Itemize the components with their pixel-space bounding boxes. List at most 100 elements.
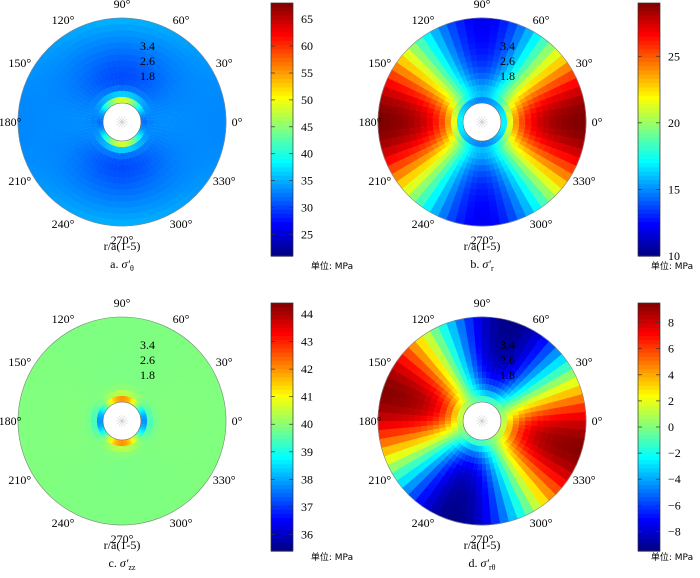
heatmap-cell bbox=[455, 392, 462, 400]
heatmap-cell bbox=[389, 113, 397, 123]
heatmap-cell bbox=[204, 435, 213, 445]
heatmap-cell bbox=[453, 377, 461, 386]
heatmap-cell bbox=[414, 36, 426, 48]
subplot-label: b. bbox=[470, 257, 482, 271]
heatmap-cell bbox=[537, 481, 548, 492]
heatmap-cell bbox=[471, 98, 476, 105]
heatmap-cell bbox=[478, 377, 482, 384]
heatmap-cell bbox=[204, 136, 213, 146]
heatmap-cell bbox=[96, 422, 104, 426]
heatmap-cell bbox=[206, 368, 217, 380]
heatmap-cell bbox=[93, 177, 102, 186]
heatmap-cell bbox=[518, 52, 528, 62]
colorbar-segment bbox=[271, 40, 293, 46]
heatmap-cell bbox=[78, 93, 87, 101]
heatmap-cell bbox=[570, 376, 581, 388]
heatmap-cell bbox=[177, 36, 190, 47]
heatmap-cell bbox=[490, 212, 500, 220]
heatmap-cell bbox=[69, 192, 80, 203]
heatmap-cell bbox=[79, 430, 88, 437]
heatmap-cell bbox=[134, 94, 141, 102]
heatmap-cell bbox=[48, 490, 60, 502]
heatmap-cell bbox=[78, 421, 85, 425]
heatmap-cell bbox=[95, 172, 104, 181]
colorbar-tick-label: 44 bbox=[301, 307, 313, 321]
heatmap-cell bbox=[54, 496, 67, 507]
heatmap-cell bbox=[93, 95, 100, 103]
heatmap-cell bbox=[460, 154, 467, 162]
heatmap-cell bbox=[537, 121, 544, 128]
heatmap-cell bbox=[459, 406, 467, 412]
heatmap-cell bbox=[402, 463, 412, 475]
heatmap-cell bbox=[540, 46, 552, 58]
heatmap-cell bbox=[506, 81, 514, 89]
heatmap-cell bbox=[73, 104, 82, 111]
heatmap-cell bbox=[455, 443, 463, 450]
heatmap-cell bbox=[456, 76, 464, 85]
heatmap-cell bbox=[155, 489, 166, 500]
heatmap-cell bbox=[479, 445, 483, 453]
heatmap-cell bbox=[170, 500, 183, 512]
heatmap-cell bbox=[555, 114, 563, 122]
colorbar-segment bbox=[638, 3, 660, 8]
heatmap-cell bbox=[125, 377, 130, 385]
heatmap-cell bbox=[49, 401, 57, 410]
heatmap-cell bbox=[79, 131, 88, 138]
heatmap-cell bbox=[460, 43, 470, 51]
heatmap-cell bbox=[124, 389, 128, 397]
heatmap-cell bbox=[461, 96, 468, 103]
heatmap-cell bbox=[32, 459, 43, 471]
heatmap-cell bbox=[176, 410, 184, 417]
heatmap-cell bbox=[144, 440, 151, 448]
heatmap-cell bbox=[515, 388, 523, 397]
heatmap-cell bbox=[464, 480, 472, 488]
heatmap-cell bbox=[467, 341, 476, 349]
heatmap-cell bbox=[567, 412, 575, 421]
heatmap-cell bbox=[579, 420, 587, 431]
heatmap-cell bbox=[551, 439, 560, 449]
heatmap-cell bbox=[77, 509, 89, 520]
heatmap-cell bbox=[155, 402, 164, 409]
heatmap-cell bbox=[62, 202, 74, 213]
heatmap-cell bbox=[490, 437, 495, 445]
heatmap-cell bbox=[483, 140, 487, 148]
heatmap-cell bbox=[201, 121, 209, 130]
heatmap-cell bbox=[152, 395, 160, 403]
heatmap-cell bbox=[433, 104, 442, 111]
colorbar-segment bbox=[638, 542, 660, 548]
heatmap-cell bbox=[548, 127, 556, 135]
heatmap-cell bbox=[491, 99, 497, 107]
heatmap-cell bbox=[78, 125, 86, 130]
heatmap-cell bbox=[122, 476, 128, 483]
heatmap-cell bbox=[435, 38, 446, 48]
heatmap-cell bbox=[187, 62, 198, 73]
heatmap-cell bbox=[87, 103, 96, 109]
heatmap-cell bbox=[212, 403, 220, 413]
heatmap-cell bbox=[545, 395, 554, 404]
heatmap-cell bbox=[126, 60, 133, 68]
heatmap-cell bbox=[512, 124, 520, 129]
heatmap-cell bbox=[127, 48, 135, 56]
heatmap-cell bbox=[525, 117, 532, 122]
heatmap-cell bbox=[107, 169, 114, 178]
heatmap-cell bbox=[391, 397, 400, 407]
heatmap-cell bbox=[482, 219, 492, 227]
heatmap-cell bbox=[410, 139, 419, 148]
heatmap-cell bbox=[502, 134, 510, 141]
heatmap-cell bbox=[547, 469, 558, 481]
heatmap-cell bbox=[409, 102, 417, 111]
colorbar-segment bbox=[271, 91, 293, 97]
heatmap-cell bbox=[462, 433, 469, 440]
heatmap-cell bbox=[441, 146, 449, 155]
heatmap-cell bbox=[490, 169, 497, 177]
heatmap-cell bbox=[502, 337, 512, 347]
heatmap-cell bbox=[121, 23, 131, 31]
heatmap-cell bbox=[554, 107, 562, 116]
heatmap-cell bbox=[146, 121, 154, 125]
heatmap-cell bbox=[72, 412, 80, 418]
heatmap-cell bbox=[17, 112, 25, 123]
heatmap-cell bbox=[502, 442, 509, 450]
heatmap-cell bbox=[498, 368, 506, 377]
heatmap-cell bbox=[418, 192, 430, 203]
heatmap-cell bbox=[556, 391, 566, 401]
